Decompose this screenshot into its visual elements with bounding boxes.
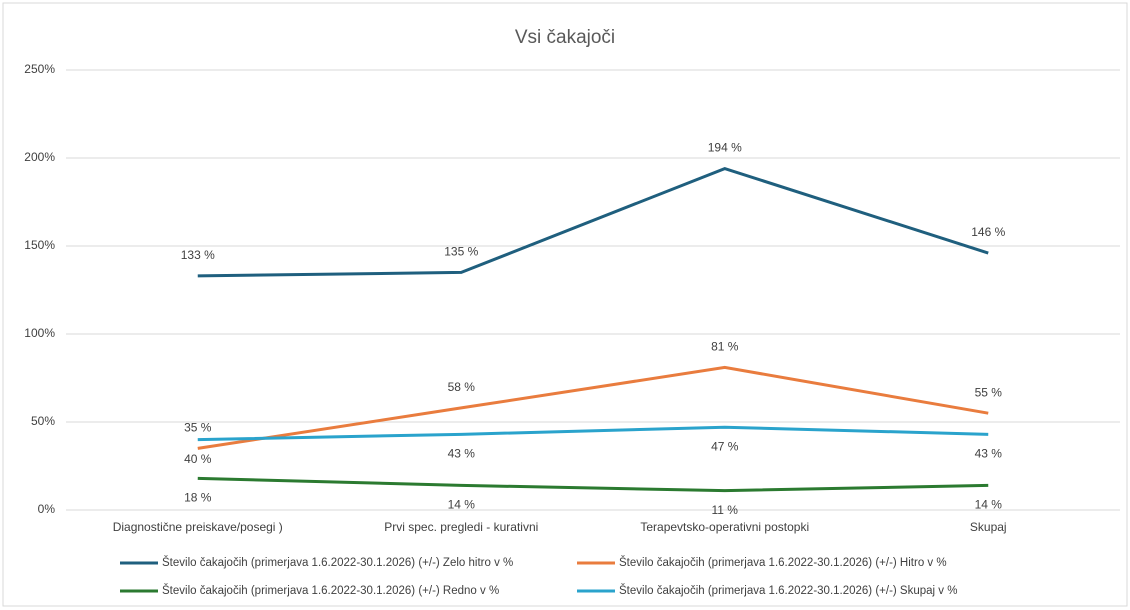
data-label: 58 %	[448, 380, 476, 394]
series-line	[197, 166, 989, 278]
series-line	[197, 365, 989, 450]
y-tick-label: 100%	[24, 326, 55, 340]
y-tick-label: 250%	[24, 62, 55, 76]
data-label: 47 %	[711, 439, 739, 453]
x-tick-label: Skupaj	[970, 520, 1007, 534]
data-label: 14 %	[975, 498, 1003, 512]
y-tick-label: 0%	[38, 502, 56, 516]
x-tick-label: Prvi spec. pregledi - kurativni	[384, 520, 538, 534]
series-line	[197, 425, 989, 442]
data-label: 14 %	[448, 498, 476, 512]
data-label: 11 %	[712, 503, 739, 517]
x-tick-label: Diagnostične preiskave/posegi )	[113, 520, 283, 534]
chart-title: Vsi čakajoči	[515, 27, 615, 48]
series-line	[197, 476, 989, 493]
x-tick-label: Terapevtsko-operativni postopki	[640, 520, 809, 534]
legend-label: Število čakajočih (primerjava 1.6.2022-3…	[619, 556, 947, 569]
y-tick-label: 50%	[31, 414, 55, 428]
data-label: 55 %	[975, 385, 1003, 399]
legend-label: Število čakajočih (primerjava 1.6.2022-3…	[619, 584, 957, 597]
data-label: 133 %	[181, 248, 215, 262]
data-label: 35 %	[184, 421, 212, 435]
data-label: 146 %	[971, 225, 1005, 239]
data-label: 40 %	[184, 452, 212, 466]
legend-label: Število čakajočih (primerjava 1.6.2022-3…	[162, 584, 499, 597]
data-label: 135 %	[444, 245, 478, 259]
data-label: 43 %	[448, 446, 476, 460]
data-label: 18 %	[184, 490, 212, 504]
y-tick-label: 200%	[24, 150, 55, 164]
data-label: 43 %	[975, 446, 1003, 460]
y-tick-label: 150%	[24, 238, 55, 252]
data-label: 81 %	[711, 340, 739, 354]
data-label: 194 %	[708, 141, 742, 155]
legend-label: Število čakajočih (primerjava 1.6.2022-3…	[162, 556, 513, 569]
